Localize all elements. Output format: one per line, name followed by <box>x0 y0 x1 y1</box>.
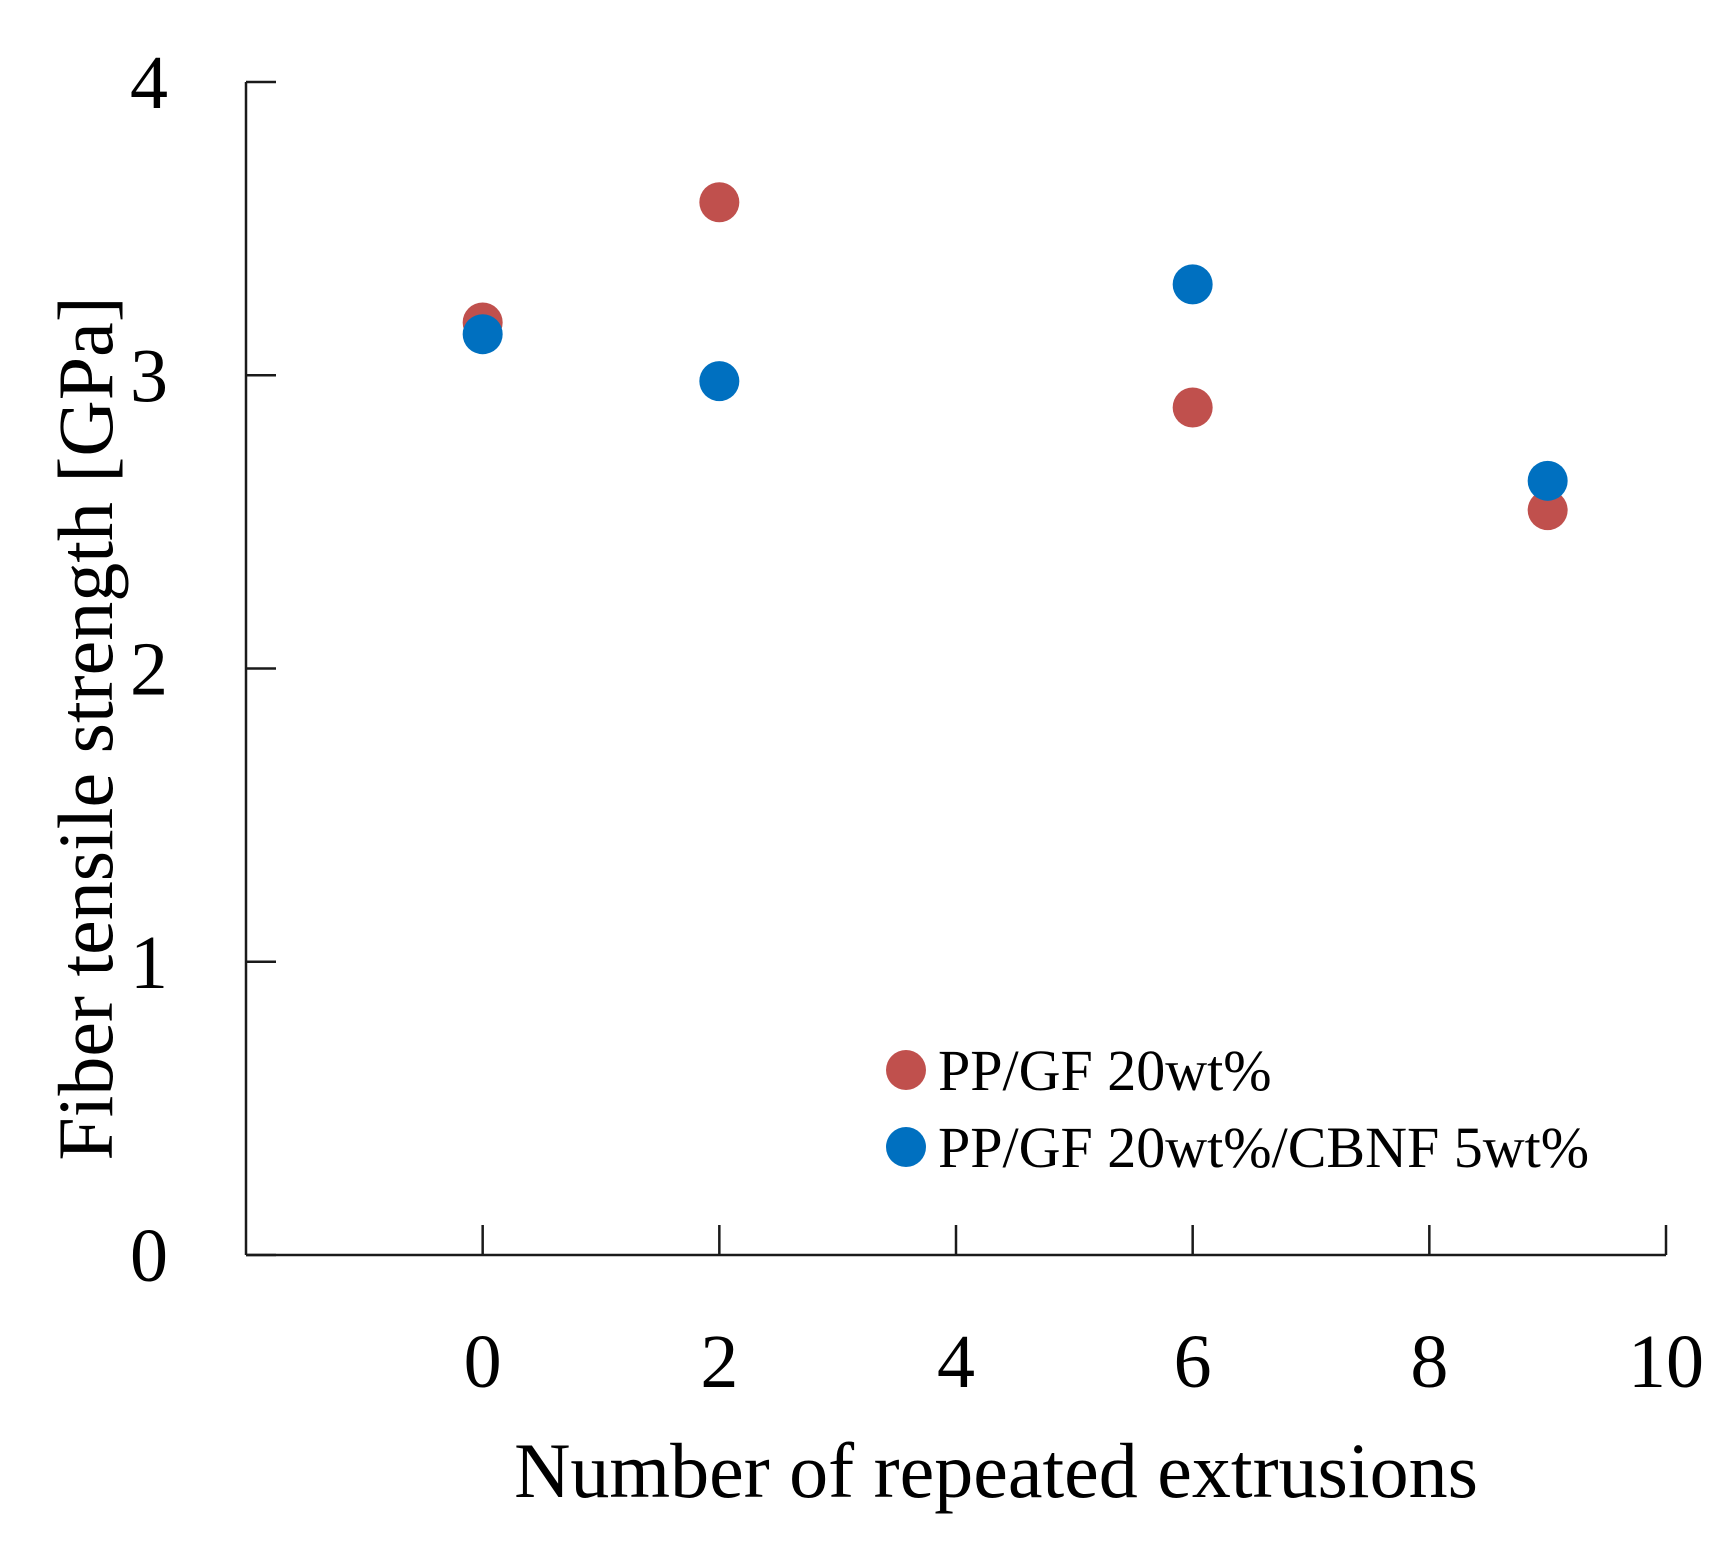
data-point <box>1527 490 1568 531</box>
legend-label: PP/GF 20wt%/CBNF 5wt% <box>938 1115 1589 1180</box>
legend-marker <box>886 1050 926 1090</box>
x-tick-label: 6 <box>1174 1320 1212 1404</box>
x-tick-label: 10 <box>1628 1320 1704 1404</box>
series-2-points <box>462 264 1568 501</box>
x-tick-label: 2 <box>700 1320 738 1404</box>
y-tick-label: 3 <box>130 334 168 418</box>
legend-label: PP/GF 20wt% <box>938 1038 1272 1103</box>
x-tick-label: 4 <box>937 1320 975 1404</box>
y-tick-label: 2 <box>130 628 168 712</box>
data-point <box>1172 387 1213 428</box>
data-point <box>462 314 503 355</box>
data-point <box>1172 264 1213 305</box>
data-point <box>699 182 740 223</box>
chart-legend: PP/GF 20wt% PP/GF 20wt%/CBNF 5wt% <box>886 1038 1589 1180</box>
x-axis-title: Number of repeated extrusions <box>514 1427 1478 1514</box>
y-tick-label: 4 <box>130 41 168 125</box>
y-tick-label: 0 <box>130 1214 168 1298</box>
y-axis-title: Fiber tensile strength [GPa] <box>42 296 129 1160</box>
x-tick-label: 0 <box>464 1320 502 1404</box>
data-points <box>462 182 1568 531</box>
x-axis-ticks: 0 2 4 6 8 10 <box>464 1225 1704 1404</box>
x-tick-label: 8 <box>1410 1320 1448 1404</box>
legend-marker <box>886 1127 926 1167</box>
y-tick-label: 1 <box>130 921 168 1005</box>
data-point <box>1527 460 1568 501</box>
data-point <box>699 361 740 402</box>
series-1-points <box>462 182 1568 531</box>
y-axis-ticks: 0 1 2 3 4 <box>130 41 276 1298</box>
